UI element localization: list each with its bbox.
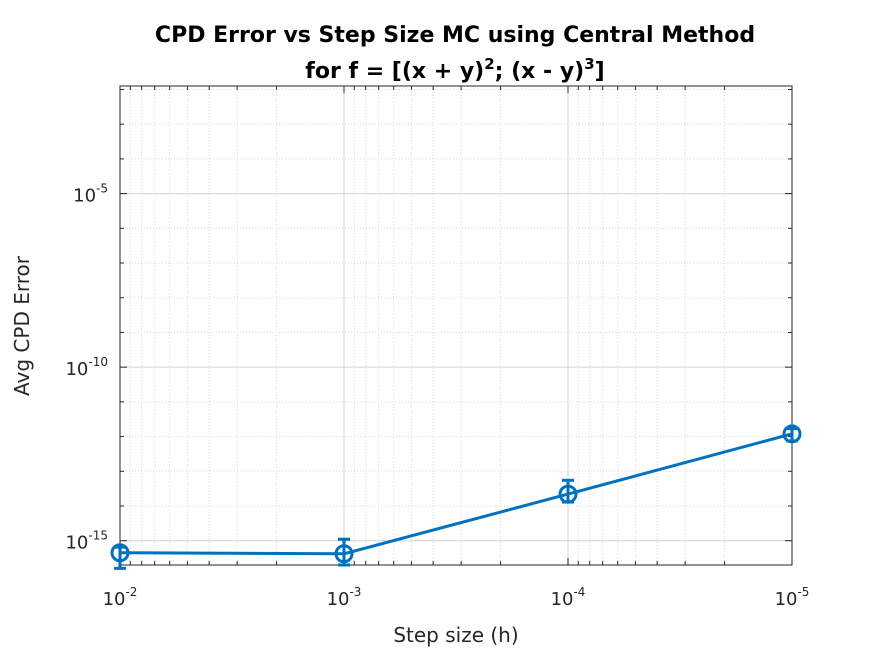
x-tick-exponent: -2 [125,585,137,599]
plot-area [120,86,792,565]
y-tick-exponent: -15 [88,529,108,543]
x-tick-exponent: -4 [573,585,585,599]
chart-title-line2: for f = [(x + y)2; (x - y)3] [305,55,604,84]
data-point [782,424,802,444]
y-tick-base: 10 [65,533,88,554]
title-part-3: ] [595,59,605,84]
x-tick-base: 10 [327,589,350,610]
y-tick-exponent: -5 [96,182,108,196]
x-tick-label: 10-2 [103,585,138,610]
title-exp-1: 2 [484,55,494,73]
data-series [110,424,802,570]
data-point [110,543,130,563]
x-tick-label: 10-3 [327,585,362,610]
data-point [558,484,578,504]
data-point [334,544,354,564]
y-tick-label: 10-15 [65,529,108,554]
y-tick-exponent: -10 [88,355,108,369]
title-part-1: for f = [(x + y) [305,59,484,84]
chart-title-line1: CPD Error vs Step Size MC using Central … [155,23,755,48]
x-tick-label: 10-4 [551,585,586,610]
y-axis-label: Avg CPD Error [10,255,34,396]
y-tick-base: 10 [65,359,88,380]
title-part-2: ; (x - y) [495,59,585,84]
y-tick-label: 10-5 [73,182,108,207]
x-tick-base: 10 [551,589,574,610]
minor-grid [120,86,792,565]
y-tick-base: 10 [73,186,96,207]
x-tick-label: 10-5 [775,585,810,610]
x-axis-label: Step size (h) [393,623,518,647]
x-tick-exponent: -3 [349,585,361,599]
x-tick-base: 10 [775,589,798,610]
x-tick-exponent: -5 [797,585,809,599]
x-tick-base: 10 [103,589,126,610]
title-exp-2: 3 [584,55,594,73]
y-tick-label: 10-10 [65,355,108,380]
series-line [119,432,793,556]
plot-frame [119,85,793,566]
